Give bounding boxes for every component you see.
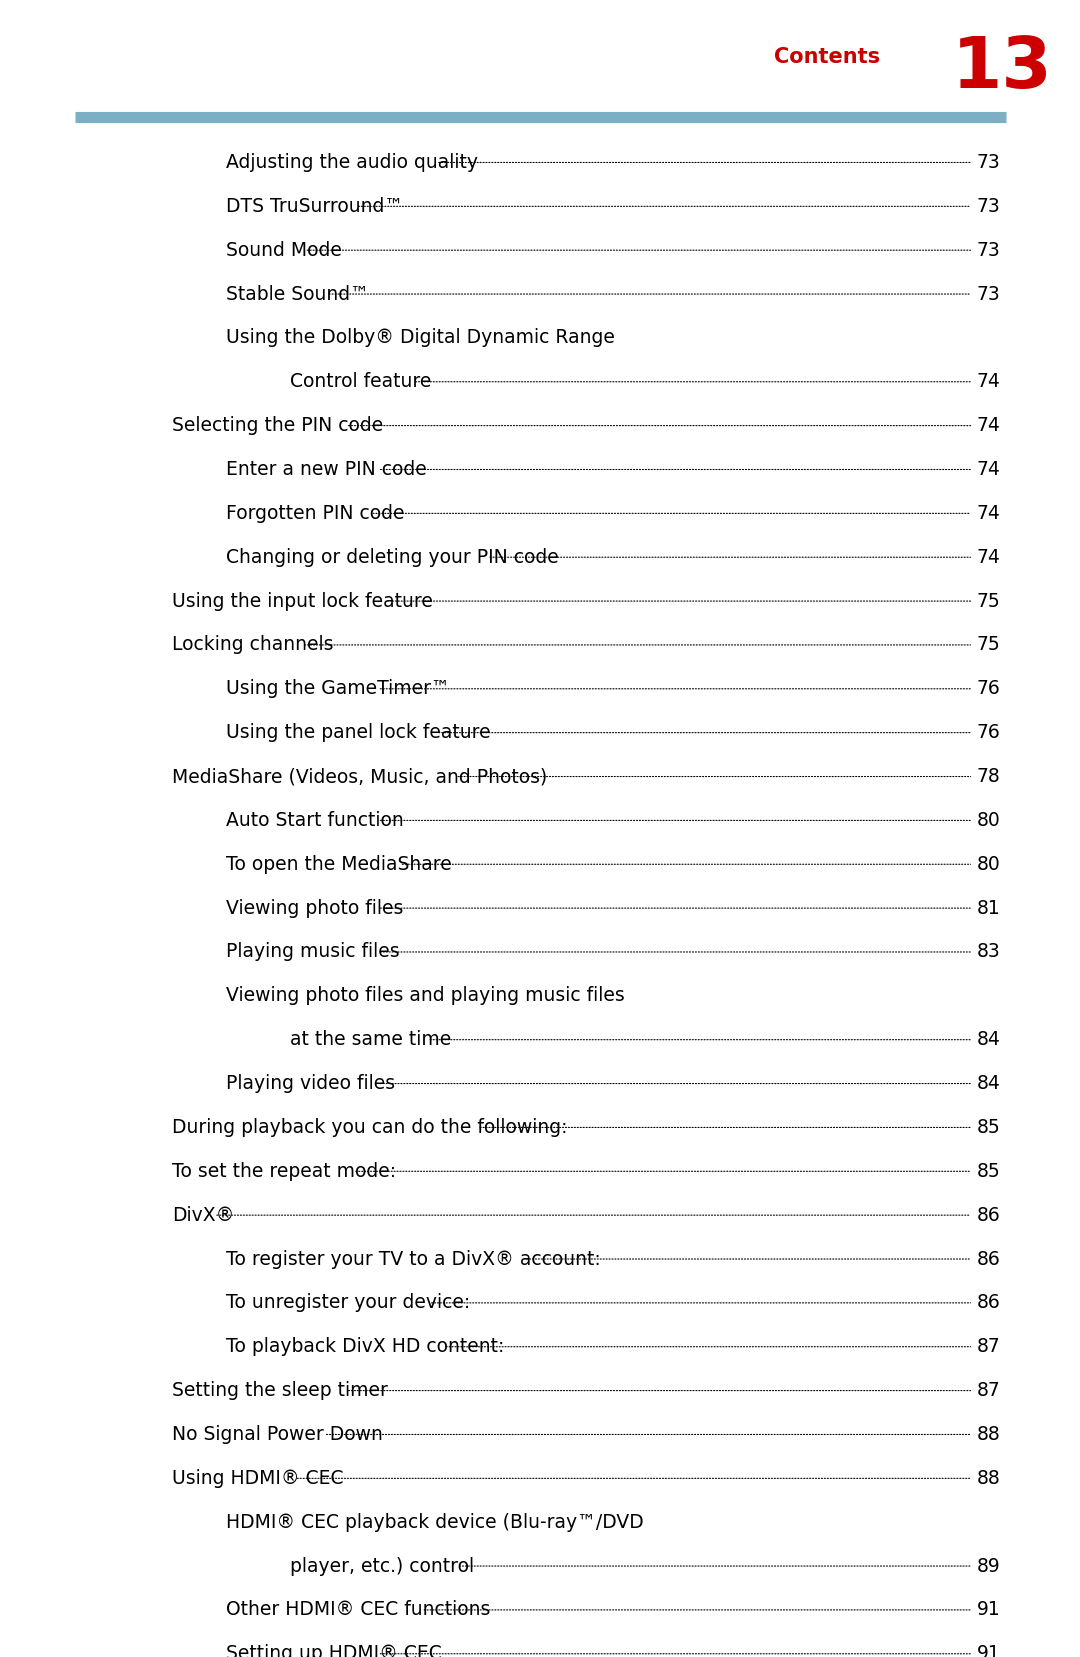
Text: player, etc.) control: player, etc.) control bbox=[291, 1556, 481, 1576]
Text: Setting up HDMI® CEC: Setting up HDMI® CEC bbox=[226, 1644, 442, 1657]
Text: Sound Mode: Sound Mode bbox=[226, 240, 341, 260]
Text: 75: 75 bbox=[976, 592, 1000, 610]
Text: 81: 81 bbox=[976, 898, 1000, 918]
Text: Viewing photo files and playing music files: Viewing photo files and playing music fi… bbox=[226, 986, 624, 1006]
Text: Setting the sleep timer: Setting the sleep timer bbox=[172, 1380, 388, 1400]
Text: 88: 88 bbox=[976, 1425, 1000, 1443]
Text: Using the input lock feature: Using the input lock feature bbox=[172, 592, 438, 610]
Text: To open the MediaShare: To open the MediaShare bbox=[226, 855, 458, 873]
Text: Viewing photo files: Viewing photo files bbox=[226, 898, 409, 918]
Text: To playback DivX HD content:: To playback DivX HD content: bbox=[226, 1337, 510, 1355]
Text: 85: 85 bbox=[976, 1162, 1000, 1181]
Text: 73: 73 bbox=[976, 240, 1000, 260]
Text: 89: 89 bbox=[976, 1556, 1000, 1576]
Text: Using HDMI® CEC: Using HDMI® CEC bbox=[172, 1468, 350, 1488]
Text: During playback you can do the following:: During playback you can do the following… bbox=[172, 1118, 568, 1137]
Text: 73: 73 bbox=[976, 197, 1000, 215]
Text: 87: 87 bbox=[976, 1337, 1000, 1355]
Text: DivX®: DivX® bbox=[172, 1206, 234, 1225]
Text: To register your TV to a DivX® account:: To register your TV to a DivX® account: bbox=[226, 1249, 607, 1269]
Text: 76: 76 bbox=[976, 722, 1000, 742]
Text: To unregister your device:: To unregister your device: bbox=[226, 1294, 476, 1312]
Text: at the same time: at the same time bbox=[291, 1031, 463, 1049]
Text: Forgotten PIN code: Forgotten PIN code bbox=[226, 504, 410, 524]
Text: 78: 78 bbox=[976, 767, 1000, 785]
Text: DTS TruSurround™: DTS TruSurround™ bbox=[226, 197, 409, 215]
Text: 86: 86 bbox=[976, 1206, 1000, 1225]
Text: 74: 74 bbox=[976, 504, 1000, 524]
Text: 73: 73 bbox=[976, 285, 1000, 303]
Text: 83: 83 bbox=[976, 943, 1000, 961]
Text: 80: 80 bbox=[976, 810, 1000, 830]
Text: 75: 75 bbox=[976, 635, 1000, 655]
Text: 85: 85 bbox=[976, 1118, 1000, 1137]
Text: MediaShare (Videos, Music, and Photos): MediaShare (Videos, Music, and Photos) bbox=[172, 767, 548, 785]
Text: 84: 84 bbox=[976, 1031, 1000, 1049]
Text: 13: 13 bbox=[951, 33, 1053, 103]
Text: 84: 84 bbox=[976, 1074, 1000, 1094]
Text: HDMI® CEC playback device (Blu-ray™/DVD: HDMI® CEC playback device (Blu-ray™/DVD bbox=[226, 1513, 644, 1531]
Text: 87: 87 bbox=[976, 1380, 1000, 1400]
Text: No Signal Power Down: No Signal Power Down bbox=[172, 1425, 383, 1443]
Text: Contents: Contents bbox=[774, 46, 880, 66]
Text: Enter a new PIN code: Enter a new PIN code bbox=[226, 461, 427, 479]
Text: 74: 74 bbox=[976, 461, 1000, 479]
Text: Adjusting the audio quality: Adjusting the audio quality bbox=[226, 152, 484, 172]
Text: 76: 76 bbox=[976, 679, 1000, 698]
Text: Locking channels: Locking channels bbox=[172, 635, 339, 655]
Text: 74: 74 bbox=[976, 548, 1000, 567]
Text: 74: 74 bbox=[976, 416, 1000, 436]
Text: Using the GameTimer™: Using the GameTimer™ bbox=[226, 679, 449, 698]
Text: To set the repeat mode:: To set the repeat mode: bbox=[172, 1162, 402, 1181]
Text: Auto Start function: Auto Start function bbox=[226, 810, 409, 830]
Text: 80: 80 bbox=[976, 855, 1000, 873]
Text: Playing video files: Playing video files bbox=[226, 1074, 401, 1094]
Text: 91: 91 bbox=[976, 1601, 1000, 1619]
Text: Control feature: Control feature bbox=[291, 373, 437, 391]
Text: 73: 73 bbox=[976, 152, 1000, 172]
Text: 91: 91 bbox=[976, 1644, 1000, 1657]
Text: Using the Dolby® Digital Dynamic Range: Using the Dolby® Digital Dynamic Range bbox=[226, 328, 615, 348]
Text: 88: 88 bbox=[976, 1468, 1000, 1488]
Text: Selecting the PIN code: Selecting the PIN code bbox=[172, 416, 389, 436]
Text: Other HDMI® CEC functions: Other HDMI® CEC functions bbox=[226, 1601, 496, 1619]
Text: Changing or deleting your PIN code: Changing or deleting your PIN code bbox=[226, 548, 565, 567]
Text: Stable Sound™: Stable Sound™ bbox=[226, 285, 368, 303]
Text: Playing music files: Playing music files bbox=[226, 943, 405, 961]
Text: 74: 74 bbox=[976, 373, 1000, 391]
Text: 86: 86 bbox=[976, 1249, 1000, 1269]
Text: 86: 86 bbox=[976, 1294, 1000, 1312]
Text: Using the panel lock feature: Using the panel lock feature bbox=[226, 722, 490, 742]
